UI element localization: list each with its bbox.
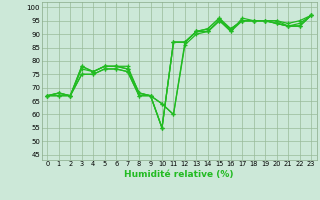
X-axis label: Humidité relative (%): Humidité relative (%) (124, 170, 234, 179)
